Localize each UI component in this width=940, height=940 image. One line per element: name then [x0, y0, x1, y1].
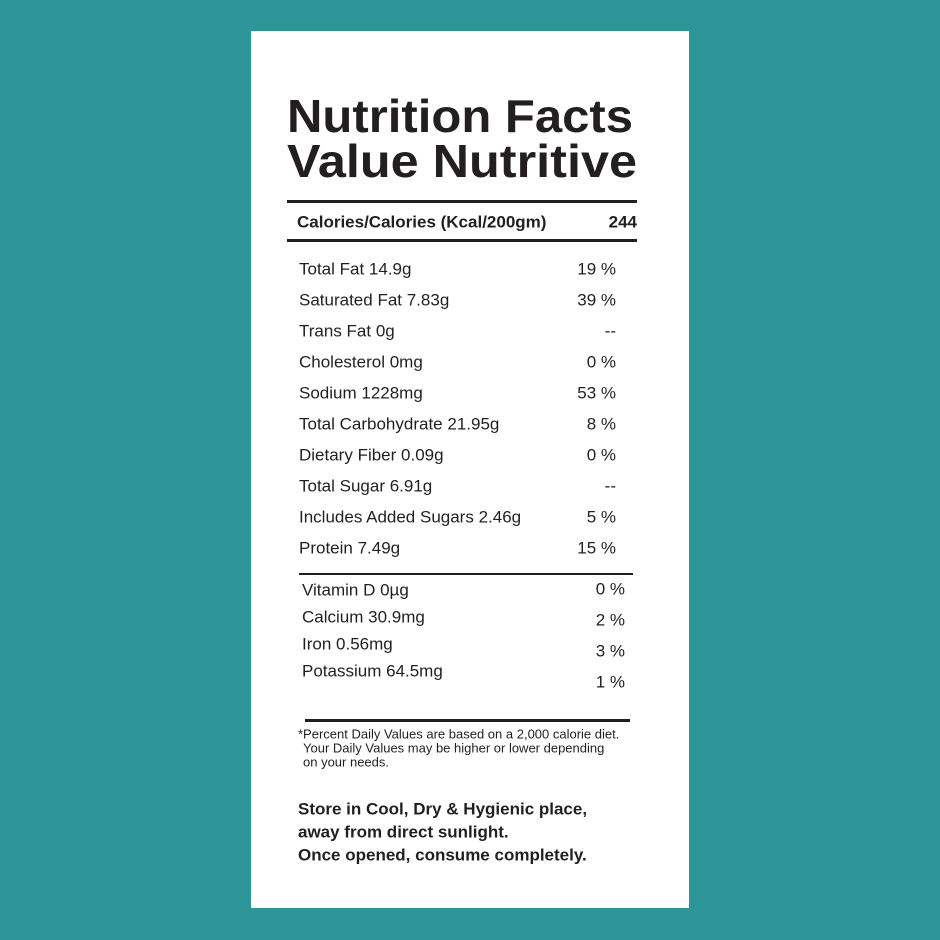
nutrient-name: Saturated Fat 7.83g [299, 290, 449, 309]
nutrient-percent: -- [605, 321, 616, 340]
nutrient-percent: 19 % [577, 259, 616, 278]
calories-value: 244 [609, 212, 638, 231]
nutrient-percent: 53 % [577, 383, 616, 402]
vitamin-name: Calcium 30.9mg [302, 607, 425, 626]
nutrient-percent: 39 % [577, 290, 616, 309]
nutrient-percent: 8 % [587, 414, 616, 433]
nutrient-percent: 15 % [577, 538, 616, 557]
rule [305, 719, 630, 722]
nutrient-name: Dietary Fiber 0.09g [299, 445, 444, 464]
nutrient-name: Sodium 1228mg [299, 383, 423, 402]
nutrient-name: Protein 7.49g [299, 538, 400, 557]
storage-note: Once opened, consume completely. [298, 845, 587, 864]
title: Nutrition Facts [287, 90, 633, 142]
footnote: *Percent Daily Values are based on a 2,0… [298, 726, 619, 741]
nutrient-percent: -- [605, 476, 616, 495]
vitamin-name: Potassium 64.5mg [302, 661, 443, 680]
rule [287, 200, 637, 203]
rule [287, 239, 637, 242]
calories-label: Calories/Calories (Kcal/200gm) [297, 212, 546, 231]
nutrient-name: Cholesterol 0mg [299, 352, 423, 371]
vitamin-percent: 1 % [596, 672, 625, 691]
vitamin-percent: 0 % [596, 579, 625, 598]
vitamin-percent: 3 % [596, 641, 625, 660]
nutrient-name: Trans Fat 0g [299, 321, 395, 340]
label-panel [251, 31, 689, 908]
footnote: Your Daily Values may be higher or lower… [303, 740, 604, 755]
nutrient-name: Total Carbohydrate 21.95g [299, 414, 499, 433]
nutrient-percent: 5 % [587, 507, 616, 526]
title: Value Nutritive [287, 135, 637, 187]
vitamin-name: Vitamin D 0µg [302, 580, 409, 599]
nutrient-percent: 0 % [587, 352, 616, 371]
nutrient-name: Includes Added Sugars 2.46g [299, 507, 521, 526]
vitamin-name: Iron 0.56mg [302, 634, 393, 653]
vitamin-percent: 2 % [596, 610, 625, 629]
rule [299, 573, 633, 575]
nutrient-percent: 0 % [587, 445, 616, 464]
storage-note: Store in Cool, Dry & Hygienic place, [298, 799, 587, 818]
nutrient-name: Total Sugar 6.91g [299, 476, 432, 495]
nutrient-name: Total Fat 14.9g [299, 259, 411, 278]
footnote: on your needs. [303, 754, 389, 769]
storage-note: away from direct sunlight. [298, 822, 509, 841]
